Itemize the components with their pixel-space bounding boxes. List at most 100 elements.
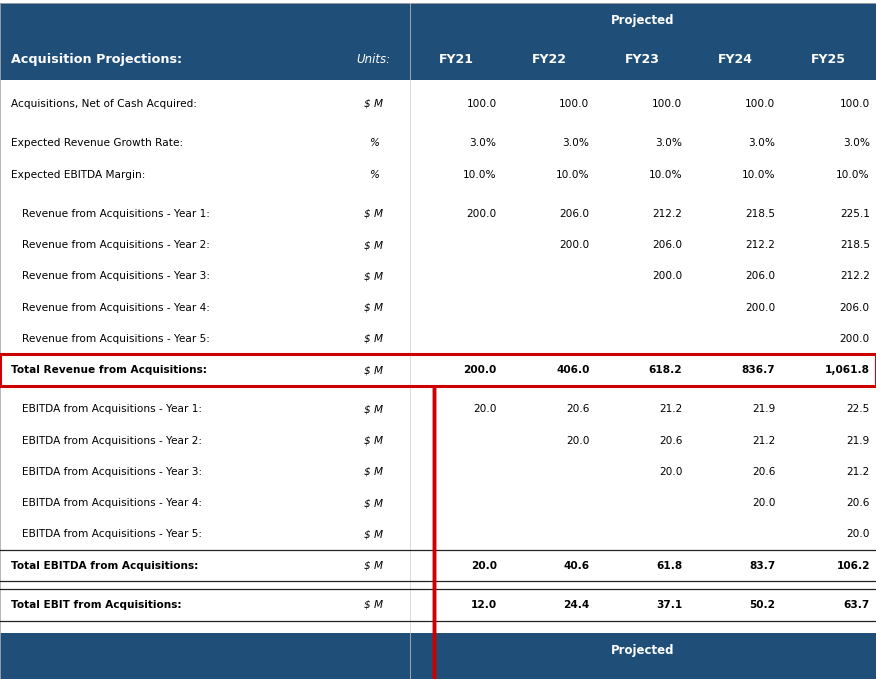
- Text: EBITDA from Acquisitions - Year 5:: EBITDA from Acquisitions - Year 5:: [22, 530, 201, 539]
- Text: FY22: FY22: [532, 52, 567, 66]
- Text: 63.7: 63.7: [844, 600, 870, 610]
- Text: $ M: $ M: [364, 334, 383, 344]
- Bar: [0, 354, 876, 386]
- Text: Projected: Projected: [611, 14, 675, 27]
- Bar: [0, 488, 876, 519]
- Text: 12.0: 12.0: [470, 600, 497, 610]
- Text: 22.5: 22.5: [846, 405, 870, 414]
- Bar: [0, 667, 876, 679]
- Text: $ M: $ M: [364, 436, 383, 445]
- Bar: [0, 261, 876, 292]
- Bar: [0, 292, 876, 323]
- Text: Units:: Units:: [357, 52, 391, 66]
- Text: $ M: $ M: [364, 365, 383, 375]
- Text: $ M: $ M: [364, 99, 383, 109]
- Text: 3.0%: 3.0%: [748, 139, 775, 148]
- Text: 10.0%: 10.0%: [463, 170, 497, 179]
- Text: EBITDA from Acquisitions - Year 2:: EBITDA from Acquisitions - Year 2:: [22, 436, 201, 445]
- Text: 406.0: 406.0: [556, 365, 590, 375]
- Text: 218.5: 218.5: [840, 240, 870, 250]
- Text: 20.6: 20.6: [846, 498, 870, 508]
- Text: 3.0%: 3.0%: [843, 139, 870, 148]
- Text: 3.0%: 3.0%: [470, 139, 497, 148]
- Text: $ M: $ M: [364, 303, 383, 312]
- Text: 200.0: 200.0: [652, 272, 682, 281]
- Bar: [0, 425, 876, 456]
- Bar: [0, 394, 876, 425]
- Text: 212.2: 212.2: [653, 209, 682, 219]
- Text: 3.0%: 3.0%: [655, 139, 682, 148]
- Text: 21.2: 21.2: [846, 467, 870, 477]
- Text: 100.0: 100.0: [839, 99, 870, 109]
- Text: 50.2: 50.2: [749, 600, 775, 610]
- Bar: [0, 88, 876, 120]
- Text: Revenue from Acquisitions - Year 5:: Revenue from Acquisitions - Year 5:: [22, 334, 209, 344]
- Bar: [0, 128, 876, 159]
- Text: 618.2: 618.2: [649, 365, 682, 375]
- Text: 100.0: 100.0: [652, 99, 682, 109]
- Text: %: %: [369, 139, 378, 148]
- Text: 206.0: 206.0: [653, 240, 682, 250]
- Bar: [0, 38, 876, 80]
- Text: Total EBITDA from Acquisitions:: Total EBITDA from Acquisitions:: [11, 561, 198, 570]
- Bar: [0, 159, 876, 190]
- Bar: [0, 519, 876, 550]
- Text: 200.0: 200.0: [466, 209, 497, 219]
- Text: 206.0: 206.0: [560, 209, 590, 219]
- Text: $ M: $ M: [364, 405, 383, 414]
- Bar: [0, 198, 876, 230]
- Text: 218.5: 218.5: [745, 209, 775, 219]
- Text: FY25: FY25: [811, 52, 846, 66]
- Text: FY23: FY23: [625, 52, 660, 66]
- Text: 37.1: 37.1: [656, 600, 682, 610]
- Text: 61.8: 61.8: [656, 561, 682, 570]
- Text: 212.2: 212.2: [745, 240, 775, 250]
- Text: 20.6: 20.6: [659, 436, 682, 445]
- Text: Acquisitions, Net of Cash Acquired:: Acquisitions, Net of Cash Acquired:: [11, 99, 196, 109]
- Text: 20.0: 20.0: [846, 530, 870, 539]
- Text: 21.2: 21.2: [752, 436, 775, 445]
- Text: 10.0%: 10.0%: [742, 170, 775, 179]
- Text: 100.0: 100.0: [559, 99, 590, 109]
- Text: 40.6: 40.6: [563, 561, 590, 570]
- Text: 21.9: 21.9: [846, 436, 870, 445]
- Text: Revenue from Acquisitions - Year 3:: Revenue from Acquisitions - Year 3:: [22, 272, 210, 281]
- Bar: [0, 550, 876, 581]
- Text: EBITDA from Acquisitions - Year 3:: EBITDA from Acquisitions - Year 3:: [22, 467, 202, 477]
- Text: 200.0: 200.0: [463, 365, 497, 375]
- Text: 200.0: 200.0: [839, 334, 870, 344]
- Text: Total EBIT from Acquisitions:: Total EBIT from Acquisitions:: [11, 600, 181, 610]
- Text: 200.0: 200.0: [745, 303, 775, 312]
- Text: 20.0: 20.0: [470, 561, 497, 570]
- Text: FY21: FY21: [439, 52, 474, 66]
- Text: $ M: $ M: [364, 240, 383, 250]
- Text: 20.0: 20.0: [752, 498, 775, 508]
- Bar: [0, 354, 876, 386]
- Text: $ M: $ M: [364, 467, 383, 477]
- Text: Expected EBITDA Margin:: Expected EBITDA Margin:: [11, 170, 145, 179]
- Text: $ M: $ M: [364, 272, 383, 281]
- Text: 10.0%: 10.0%: [649, 170, 682, 179]
- Text: Expected Revenue Growth Rate:: Expected Revenue Growth Rate:: [11, 139, 182, 148]
- Text: 10.0%: 10.0%: [837, 170, 870, 179]
- Text: $ M: $ M: [364, 561, 383, 570]
- Text: $ M: $ M: [364, 209, 383, 219]
- Text: 100.0: 100.0: [745, 99, 775, 109]
- Text: Revenue from Acquisitions - Year 2:: Revenue from Acquisitions - Year 2:: [22, 240, 209, 250]
- Text: $ M: $ M: [364, 530, 383, 539]
- Text: 100.0: 100.0: [466, 99, 497, 109]
- Bar: [0, 456, 876, 488]
- Text: 21.9: 21.9: [752, 405, 775, 414]
- Text: 20.6: 20.6: [566, 405, 590, 414]
- Text: Revenue from Acquisitions - Year 4:: Revenue from Acquisitions - Year 4:: [22, 303, 209, 312]
- Text: 225.1: 225.1: [840, 209, 870, 219]
- Text: 20.6: 20.6: [752, 467, 775, 477]
- Bar: [0, 589, 876, 621]
- Bar: [0, 3, 876, 38]
- Text: Projected: Projected: [611, 644, 675, 657]
- Text: 24.4: 24.4: [563, 600, 590, 610]
- Text: 206.0: 206.0: [745, 272, 775, 281]
- Text: 212.2: 212.2: [840, 272, 870, 281]
- Text: EBITDA from Acquisitions - Year 1:: EBITDA from Acquisitions - Year 1:: [22, 405, 201, 414]
- Text: FY24: FY24: [717, 52, 752, 66]
